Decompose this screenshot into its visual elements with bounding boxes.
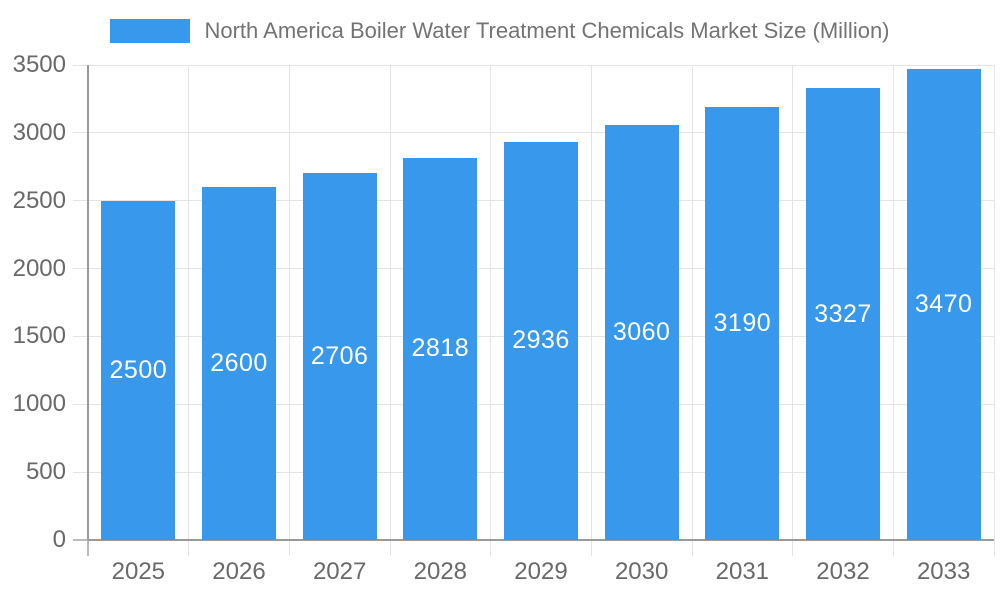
x-zero-tick bbox=[87, 540, 89, 556]
x-gridline bbox=[993, 65, 995, 556]
y-tick-label: 0 bbox=[52, 526, 66, 553]
bar[interactable]: 3470 bbox=[906, 69, 981, 540]
x-gridline bbox=[691, 65, 693, 556]
x-gridline bbox=[188, 65, 190, 556]
plot-area: 2500 2600 2706 2818 2936 3060 3190 3327 3470 bbox=[73, 64, 995, 556]
bar-value-label: 3190 bbox=[713, 309, 772, 338]
x-gridline bbox=[288, 65, 290, 556]
y-tick-label: 3500 bbox=[12, 51, 66, 78]
legend: North America Boiler Water Treatment Che… bbox=[0, 0, 1000, 62]
x-tick-label: 2026 bbox=[212, 558, 266, 585]
legend-label: North America Boiler Water Treatment Che… bbox=[204, 18, 890, 43]
x-tick-label: 2031 bbox=[715, 558, 770, 585]
y-tick-label: 1500 bbox=[12, 322, 66, 350]
bar[interactable]: 3327 bbox=[806, 88, 880, 540]
x-tick-label: 2027 bbox=[312, 558, 367, 585]
bar[interactable]: 3060 bbox=[604, 124, 679, 540]
bar-value-label: 2600 bbox=[210, 349, 268, 378]
y-zero-tick bbox=[73, 539, 88, 541]
x-gridline bbox=[590, 65, 592, 556]
bar[interactable]: 2706 bbox=[302, 172, 377, 540]
x-tick-label: 2028 bbox=[413, 558, 468, 585]
bar[interactable]: 2936 bbox=[504, 141, 578, 540]
legend-swatch-icon bbox=[110, 19, 191, 43]
y-tick-label: 1000 bbox=[12, 390, 66, 418]
x-tick-label: 2030 bbox=[614, 558, 669, 585]
y-axis-line bbox=[87, 65, 89, 540]
bar-value-label: 3470 bbox=[914, 290, 973, 319]
bar-value-label: 2706 bbox=[310, 341, 369, 370]
x-gridline bbox=[892, 65, 894, 556]
x-tick-label: 2032 bbox=[816, 558, 870, 585]
bar-value-label: 3327 bbox=[814, 299, 872, 328]
y-tick-label: 2000 bbox=[12, 254, 66, 282]
y-gridline bbox=[73, 132, 994, 134]
x-tick-label: 2029 bbox=[514, 558, 568, 585]
bar-value-label: 2936 bbox=[512, 326, 570, 355]
x-gridline bbox=[490, 65, 492, 556]
y-axis-labels: 0 500 1000 1500 2000 2500 3000 3500 bbox=[0, 51, 66, 553]
x-axis-labels: 2025 2026 2027 2028 2029 2030 2031 2032 2033 bbox=[88, 556, 994, 590]
bar[interactable]: 2818 bbox=[403, 157, 478, 540]
x-tick-label: 2025 bbox=[111, 558, 166, 585]
y-tick-label: 500 bbox=[25, 458, 66, 486]
bar-value-label: 2500 bbox=[109, 355, 168, 384]
y-tick-label: 3000 bbox=[12, 118, 66, 146]
bar[interactable]: 3190 bbox=[705, 107, 780, 540]
y-tick-label: 2500 bbox=[12, 186, 66, 214]
x-gridline bbox=[389, 65, 391, 556]
x-gridline bbox=[792, 65, 794, 556]
bar-value-label: 2818 bbox=[411, 334, 470, 363]
bar-value-label: 3060 bbox=[612, 317, 671, 346]
y-gridline bbox=[73, 64, 994, 66]
x-tick-label: 2033 bbox=[916, 558, 971, 585]
legend-item[interactable]: North America Boiler Water Treatment Che… bbox=[110, 18, 890, 44]
bar[interactable]: 2600 bbox=[202, 187, 276, 540]
bar[interactable]: 2500 bbox=[101, 200, 176, 540]
x-axis-line bbox=[88, 539, 994, 541]
